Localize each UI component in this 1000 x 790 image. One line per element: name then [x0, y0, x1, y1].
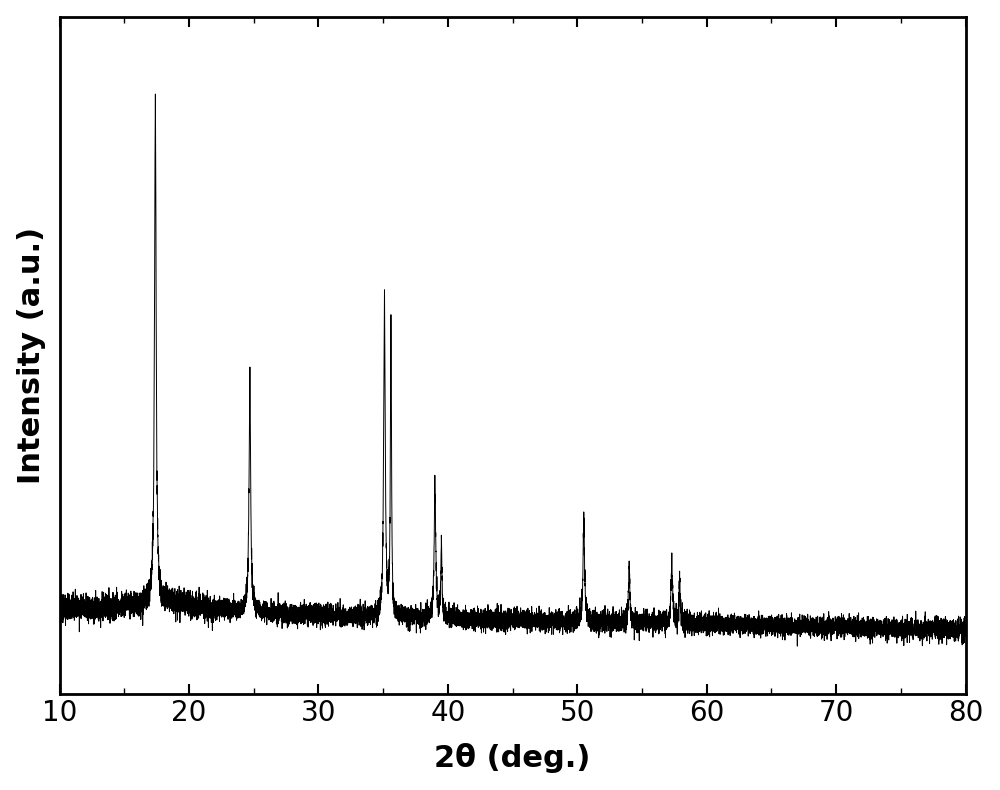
- X-axis label: 2θ (deg.): 2θ (deg.): [434, 743, 591, 773]
- Y-axis label: Intensity (a.u.): Intensity (a.u.): [17, 227, 46, 483]
